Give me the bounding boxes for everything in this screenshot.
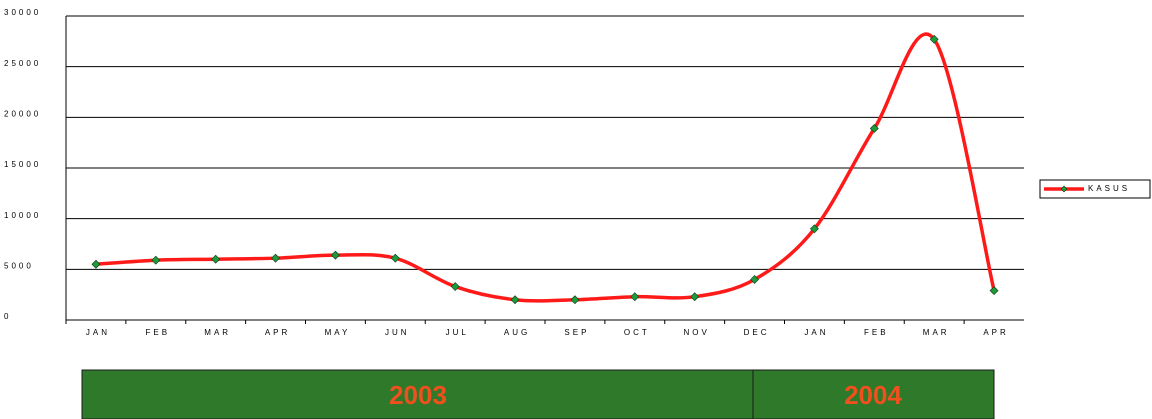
point-marker [990, 287, 998, 295]
y-tick-label: 10000 [4, 211, 41, 220]
legend-label: KASUS [1088, 184, 1130, 193]
point-marker [152, 256, 160, 264]
x-tick-label: DEC [744, 328, 770, 337]
x-tick-label: FEB [864, 328, 889, 337]
x-tick-label: JAN [804, 328, 828, 337]
year-label: 2003 [389, 380, 447, 410]
x-tick-label: JUL [446, 328, 469, 337]
point-marker [331, 251, 339, 259]
x-tick-label: OCT [624, 328, 650, 337]
year-label: 2004 [844, 380, 902, 410]
point-marker [92, 260, 100, 268]
point-marker [631, 293, 639, 301]
x-tick-label: APR [983, 328, 1008, 337]
y-tick-label: 5000 [4, 261, 34, 270]
x-tick-label: MAR [204, 328, 231, 337]
page: 2003 2004 0 5000 10000 15000 20000 25000 30000… [0, 0, 1152, 419]
x-tick-label: FEB [146, 328, 171, 337]
y-tick-label: 25000 [4, 59, 41, 68]
y-tick-label: 15000 [4, 160, 41, 169]
x-tick-label: MAY [325, 328, 351, 337]
x-tick-label: MAR [923, 328, 950, 337]
point-marker [212, 255, 220, 263]
x-tick-label: JUN [385, 328, 410, 337]
x-tick-label: JAN [86, 328, 110, 337]
series-line [96, 34, 994, 301]
x-tick-label: APR [265, 328, 290, 337]
y-tick-label: 0 [4, 312, 11, 321]
x-tick-label: SEP [564, 328, 589, 337]
x-tick-label: AUG [504, 328, 530, 337]
point-marker [391, 254, 399, 262]
chart: 2003 2004 0 5000 10000 15000 20000 25000 30000… [0, 0, 1152, 419]
point-marker [571, 296, 579, 304]
y-tick-label: 30000 [4, 8, 41, 17]
x-tick-label: NOV [684, 328, 710, 337]
point-marker [511, 296, 519, 304]
point-marker [691, 293, 699, 301]
point-marker [272, 254, 280, 262]
y-tick-label: 20000 [4, 109, 41, 118]
